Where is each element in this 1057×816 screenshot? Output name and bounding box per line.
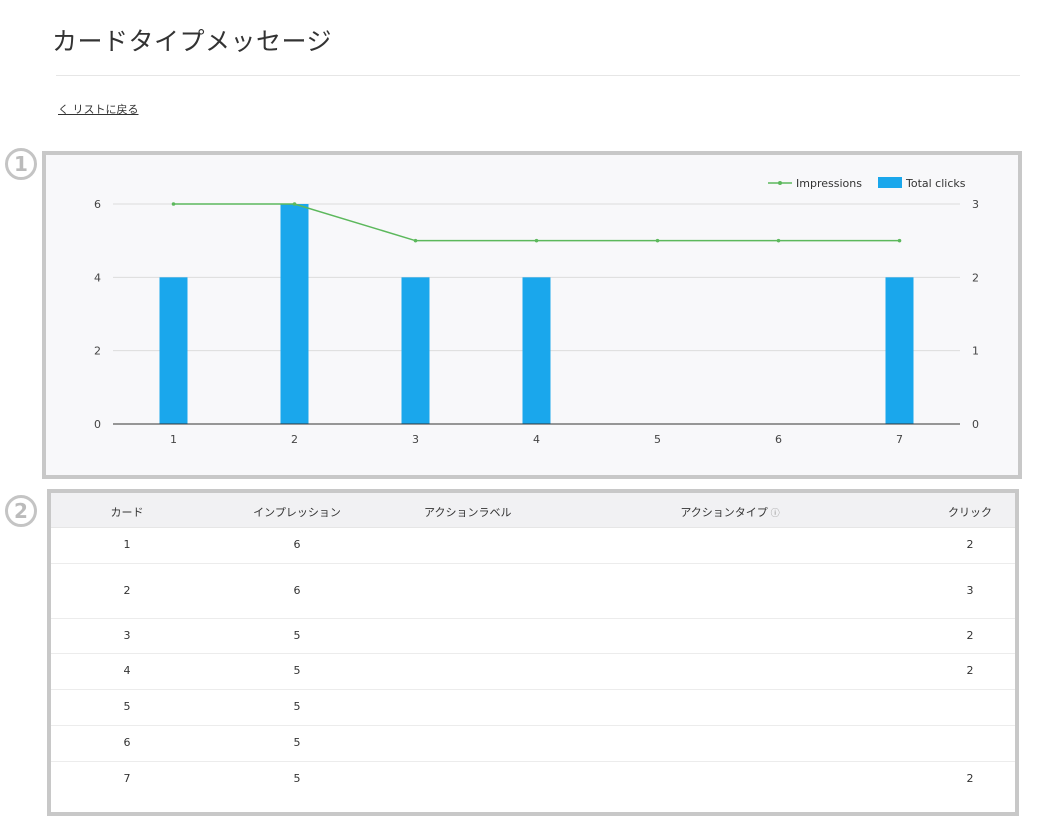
x-axis-tick: 1 [170, 433, 177, 446]
question-circle-icon[interactable]: ⓘ [767, 509, 780, 519]
legend-impressions-marker [778, 181, 782, 185]
table-cell: 3 [966, 583, 974, 597]
bar-total-clicks [280, 204, 309, 424]
column-header-label: アクションタイプ [680, 506, 768, 519]
section-badge-2: 2 [5, 495, 37, 527]
table-cell: 2 [966, 628, 974, 642]
table-cell: 2 [966, 664, 974, 677]
point-impressions [897, 238, 902, 243]
point-impressions [655, 238, 660, 243]
table-cell: 7 [123, 771, 131, 785]
row-divider [51, 563, 1015, 564]
table-cell: 4 [123, 664, 131, 677]
table-cell: 5 [293, 628, 301, 642]
right-axis-tick: 1 [972, 345, 979, 358]
table-cell: 2 [966, 771, 974, 785]
bar-total-clicks [159, 277, 188, 424]
chart-panel: 0 2 4 6 0 1 2 3 1 2 3 4 5 6 7 Impressions Total clicks [42, 151, 1022, 479]
legend-clicks-label: Total clicks [905, 177, 966, 190]
point-impressions [171, 202, 176, 206]
table-cell: 6 [293, 538, 301, 551]
x-axis-tick: 6 [775, 433, 782, 446]
column-header: カード [110, 506, 144, 519]
column-header: クリック [948, 506, 992, 519]
back-to-list-link[interactable]: く リストに戻る [58, 103, 139, 116]
column-header: アクションタイプ ⓘ [630, 504, 830, 520]
left-axis-tick: 6 [94, 198, 101, 211]
right-axis-tick: 2 [972, 271, 979, 284]
row-divider [51, 725, 1015, 726]
bar-total-clicks [885, 277, 914, 424]
point-impressions [776, 238, 781, 243]
x-axis-tick: 4 [533, 433, 540, 446]
right-axis-tick: 3 [972, 198, 979, 211]
bar-total-clicks [401, 277, 430, 424]
section-badge-1: 1 [5, 148, 37, 180]
right-axis-tick: 0 [972, 418, 979, 431]
table-cell: 5 [123, 700, 131, 713]
table-cell: 6 [123, 736, 131, 749]
x-axis-tick: 5 [654, 433, 661, 446]
card-stats-table: カード インプレッション アクションラベル アクションタイプ ⓘ クリック 1 6 2 2 6 3… [47, 489, 1019, 816]
column-header: インプレッション [253, 506, 341, 519]
column-header: アクションラベル [424, 506, 512, 519]
row-divider [51, 761, 1015, 762]
point-impressions [534, 238, 539, 243]
divider [56, 75, 1020, 76]
table-cell: 3 [123, 628, 131, 642]
table-cell: 1 [123, 538, 131, 551]
table-cell: 5 [293, 736, 301, 749]
table-cell: 2 [123, 583, 131, 597]
combo-chart: 0 2 4 6 0 1 2 3 1 2 3 4 5 6 7 Impressions Total clicks [94, 177, 979, 446]
bar-total-clicks [522, 277, 551, 424]
page-title: カードタイプメッセージ [52, 27, 333, 56]
table-cell: 2 [966, 538, 974, 551]
table-header: カード インプレッション アクションラベル アクションタイプ ⓘ クリック [51, 493, 1015, 528]
left-axis-tick: 0 [94, 418, 101, 431]
point-impressions [292, 202, 297, 206]
table-cell: 5 [293, 664, 301, 677]
x-axis-tick: 3 [412, 433, 419, 446]
table-cell: 6 [293, 583, 301, 597]
x-axis-tick: 2 [291, 433, 298, 446]
left-axis-tick: 2 [94, 345, 101, 358]
x-axis-tick: 7 [896, 433, 903, 446]
row-divider [51, 689, 1015, 690]
row-divider [51, 653, 1015, 654]
left-axis-tick: 4 [94, 271, 101, 284]
legend-impressions-label: Impressions [796, 177, 862, 190]
point-impressions [413, 238, 418, 243]
table-cell: 5 [293, 771, 301, 785]
row-divider [51, 618, 1015, 619]
table-cell: 5 [293, 700, 301, 713]
legend-clicks-swatch [878, 177, 902, 188]
